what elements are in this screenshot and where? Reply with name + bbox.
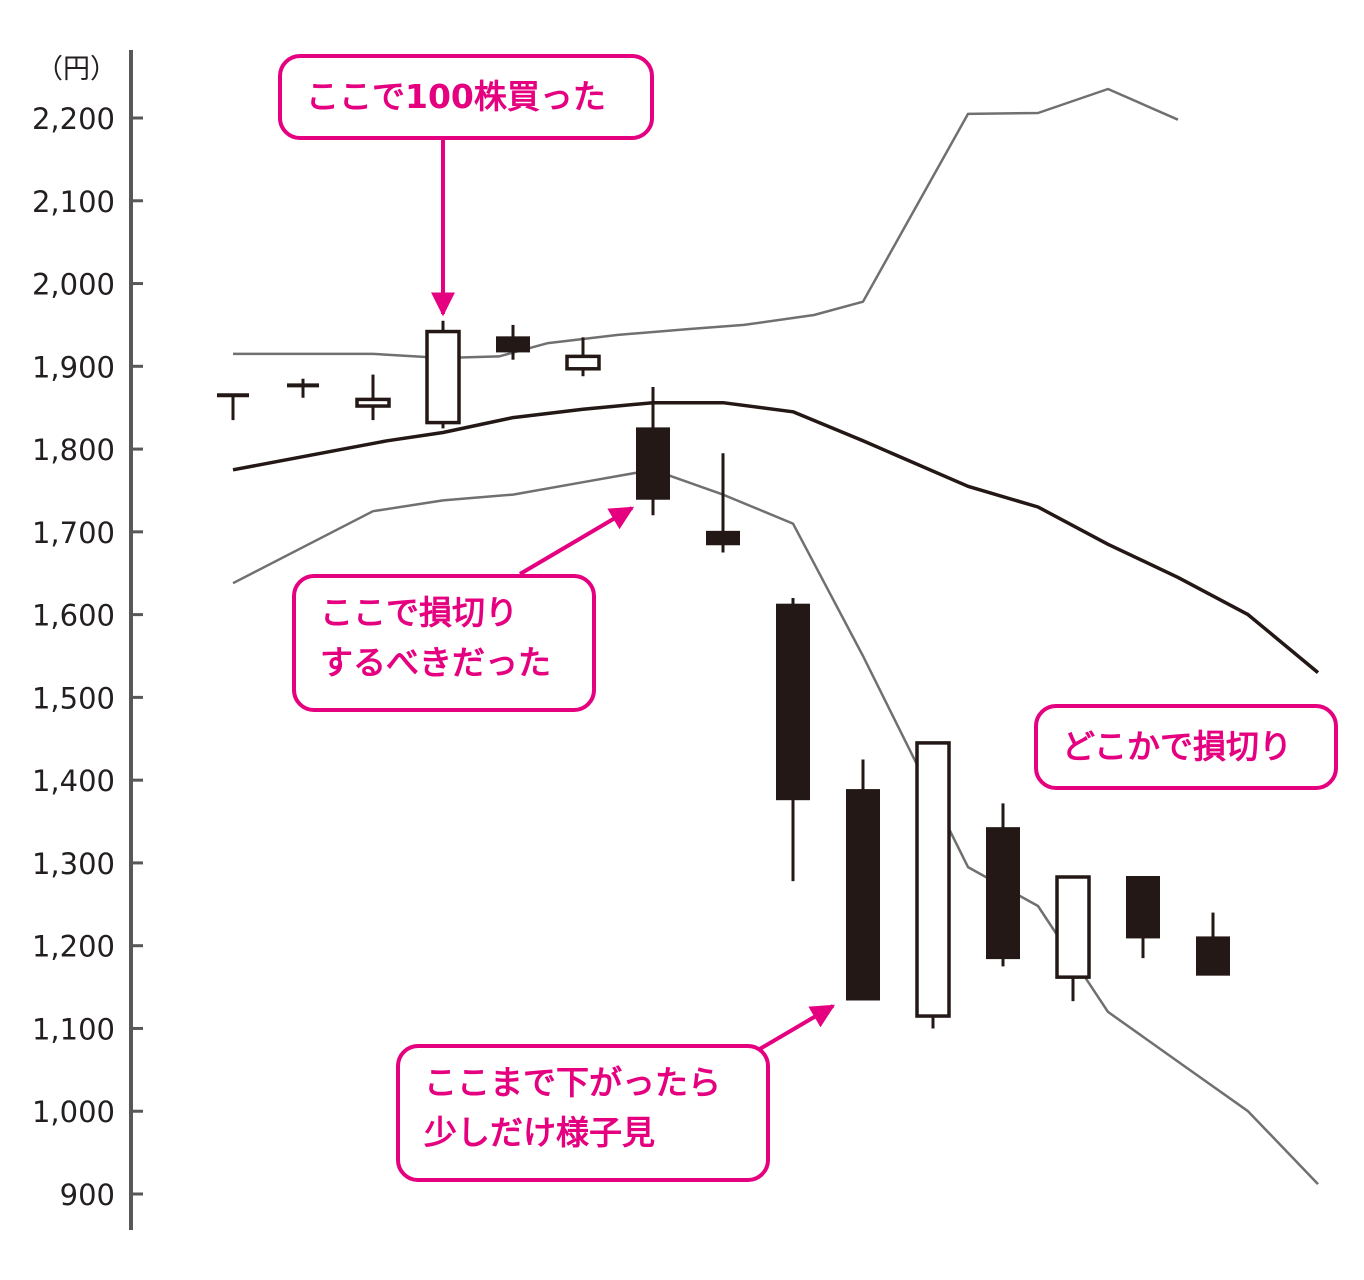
candle bbox=[1055, 875, 1091, 1002]
candle-body-down bbox=[776, 603, 810, 801]
lower-band-line bbox=[232, 468, 1319, 1185]
candle bbox=[986, 803, 1020, 967]
y-tick-label: 1,400 bbox=[32, 764, 115, 798]
callout-arrows bbox=[431, 140, 836, 1052]
candle bbox=[425, 320, 461, 429]
candle-body-up bbox=[425, 329, 461, 425]
candle bbox=[1196, 912, 1230, 976]
candle bbox=[776, 598, 810, 882]
candle-body-up bbox=[355, 397, 391, 408]
candle bbox=[636, 387, 670, 516]
candle bbox=[287, 378, 319, 398]
y-tick-label: 2,000 bbox=[32, 268, 115, 302]
candle bbox=[846, 759, 880, 1001]
y-tick-label: 1,800 bbox=[32, 433, 115, 467]
candle-body-down bbox=[846, 789, 880, 1001]
candles bbox=[217, 320, 1230, 1029]
y-tick-label: 1,300 bbox=[32, 847, 115, 881]
candle-body-down bbox=[1196, 936, 1230, 976]
candle bbox=[355, 374, 391, 421]
y-tick-label: 1,900 bbox=[32, 350, 115, 384]
y-tick-label: 1,600 bbox=[32, 599, 115, 633]
candle bbox=[706, 453, 740, 553]
candle-body-down bbox=[496, 336, 530, 353]
candle bbox=[1126, 875, 1160, 959]
y-axis-unit-label: （円） bbox=[36, 54, 117, 85]
y-tick-label: 900 bbox=[60, 1178, 115, 1212]
callout-wait-line1: ここまで下がったら bbox=[424, 1063, 721, 1102]
y-tick-label: 1,200 bbox=[32, 930, 115, 964]
candle-body-down bbox=[986, 827, 1020, 960]
candle bbox=[217, 393, 249, 421]
candle-body-down bbox=[636, 427, 670, 500]
callout-wait: ここまで下がったら 少しだけ様子見 bbox=[396, 1044, 770, 1182]
moving-average-line bbox=[232, 400, 1320, 674]
candle bbox=[565, 337, 601, 377]
callout-buy-text: ここで100株買った bbox=[306, 77, 606, 116]
callout-buy: ここで100株買った bbox=[278, 54, 654, 140]
y-tick-label: 2,200 bbox=[32, 102, 115, 136]
stop-loss-arrow bbox=[518, 506, 635, 576]
wait-arrow bbox=[756, 1004, 836, 1052]
callout-stop-somewhere-text: どこかで損切り bbox=[1062, 727, 1293, 766]
candle bbox=[915, 741, 951, 1029]
candle-body-up bbox=[1055, 875, 1091, 979]
callout-stop-loss-line2: するべきだった bbox=[320, 643, 551, 682]
y-tick-label: 1,000 bbox=[32, 1095, 115, 1129]
y-tick-label: 1,100 bbox=[32, 1012, 115, 1046]
y-axis: 2,200 2,100 2,000 1,900 1,800 1,700 1,600 1,500… bbox=[32, 50, 143, 1230]
candle-body-down bbox=[1126, 875, 1160, 939]
candle-body-up bbox=[565, 354, 601, 371]
y-tick-label: 2,100 bbox=[32, 185, 115, 219]
callout-stop-somewhere: どこかで損切り bbox=[1034, 704, 1338, 790]
candle-body-up bbox=[915, 741, 951, 1018]
callout-wait-line2: 少しだけ様子見 bbox=[424, 1113, 655, 1152]
y-tick-label: 1,700 bbox=[32, 516, 115, 550]
callout-stop-loss: ここで損切り するべきだった bbox=[292, 574, 596, 712]
callout-stop-loss-line1: ここで損切り bbox=[320, 593, 518, 632]
y-tick-label: 1,500 bbox=[32, 681, 115, 715]
candle bbox=[496, 324, 530, 360]
candle-body-down bbox=[706, 530, 740, 546]
